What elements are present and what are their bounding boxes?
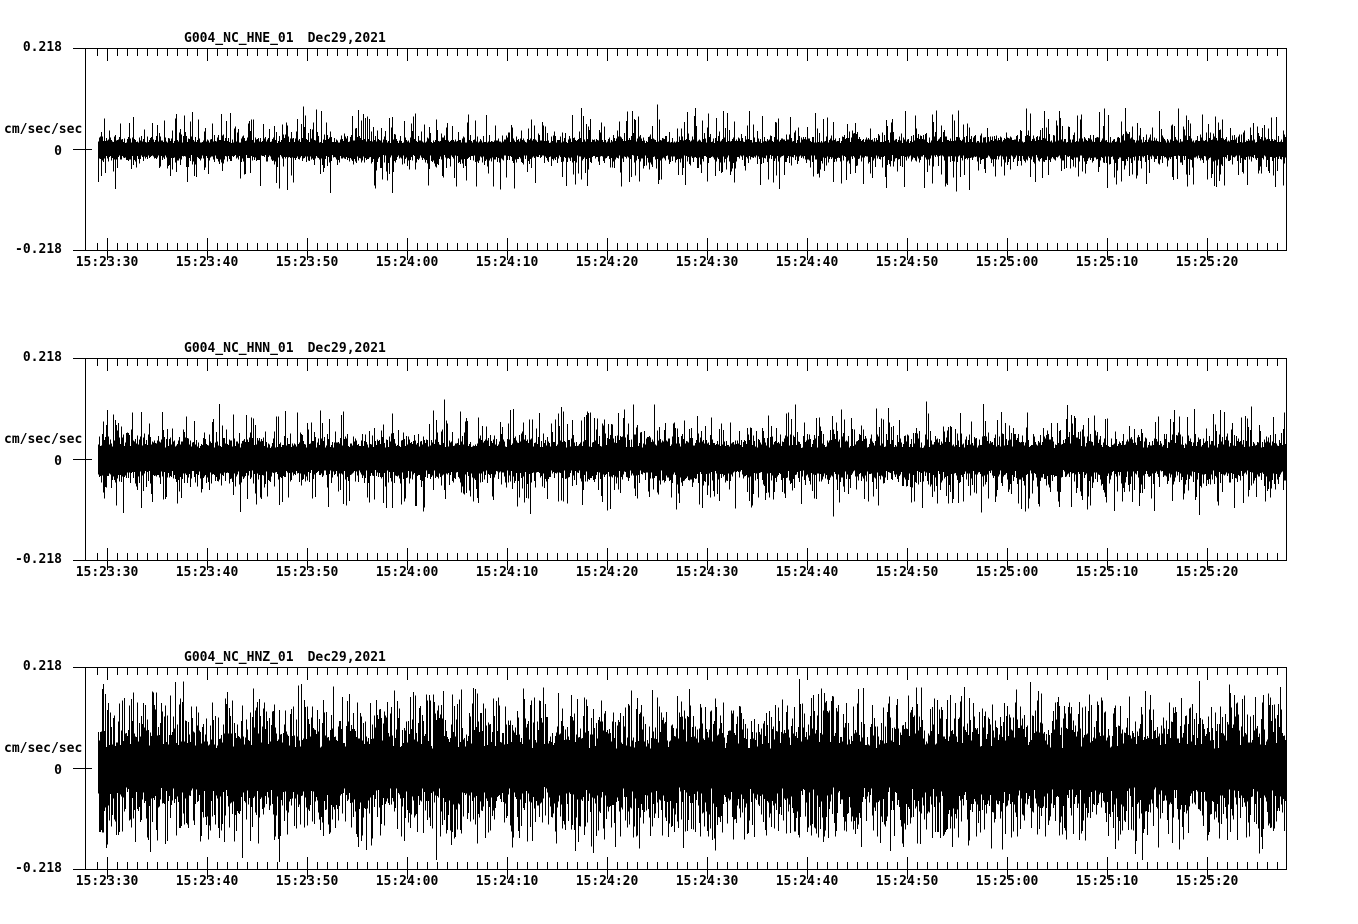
units-label-hnz: cm/sec/sec (4, 741, 83, 756)
time-tick-label-hnn-9: 15:25:00 (975, 565, 1039, 580)
time-tick-label-hnz-2: 15:23:50 (275, 874, 339, 889)
units-label-hnn: cm/sec/sec (4, 432, 83, 447)
amplitude-zero-label-hnn: 0 (54, 454, 62, 469)
units-label-hne: cm/sec/sec (4, 122, 83, 137)
time-tick-label-hne-11: 15:25:20 (1175, 255, 1239, 270)
axis-ticks-hnz (73, 667, 1278, 879)
station-channel-label: G004_NC_HNN_01 (184, 341, 294, 356)
axis-ticks-hne (73, 48, 1278, 260)
time-tick-label-hnn-7: 15:24:40 (775, 565, 839, 580)
time-tick-label-hne-10: 15:25:10 (1075, 255, 1139, 270)
plot-frame-hne (85, 48, 1287, 251)
time-tick-label-hnn-6: 15:24:30 (675, 565, 739, 580)
plot-frame-hnn (85, 358, 1287, 561)
station-channel-label: G004_NC_HNZ_01 (184, 650, 294, 665)
waveform-trace-hnz (98, 679, 1287, 862)
time-tick-label-hne-9: 15:25:00 (975, 255, 1039, 270)
time-tick-label-hne-3: 15:24:00 (375, 255, 439, 270)
time-tick-label-hnn-0: 15:23:30 (75, 565, 139, 580)
time-tick-label-hnz-11: 15:25:20 (1175, 874, 1239, 889)
station-channel-label: G004_NC_HNE_01 (184, 31, 294, 46)
time-tick-label-hne-5: 15:24:20 (575, 255, 639, 270)
time-tick-label-hnn-1: 15:23:40 (175, 565, 239, 580)
time-tick-label-hnz-0: 15:23:30 (75, 874, 139, 889)
time-tick-label-hne-7: 15:24:40 (775, 255, 839, 270)
time-tick-label-hnn-4: 15:24:10 (475, 565, 539, 580)
time-tick-label-hne-2: 15:23:50 (275, 255, 339, 270)
time-tick-label-hnz-8: 15:24:50 (875, 874, 939, 889)
amplitude-min-label-hnz: -0.218 (15, 861, 62, 876)
amplitude-zero-label-hnz: 0 (54, 763, 62, 778)
time-tick-label-hnz-9: 15:25:00 (975, 874, 1039, 889)
date-label: Dec29,2021 (307, 31, 386, 46)
panel-title-hnz: G004_NC_HNZ_01 Dec29,2021 (184, 651, 386, 664)
time-tick-label-hne-8: 15:24:50 (875, 255, 939, 270)
amplitude-max-label-hnn: 0.218 (22, 350, 62, 365)
panel-title-hne: G004_NC_HNE_01 Dec29,2021 (184, 32, 386, 45)
time-tick-label-hne-0: 15:23:30 (75, 255, 139, 270)
time-tick-label-hne-6: 15:24:30 (675, 255, 739, 270)
plot-frame-hnz (85, 667, 1287, 870)
time-tick-label-hnn-5: 15:24:20 (575, 565, 639, 580)
time-tick-label-hnn-10: 15:25:10 (1075, 565, 1139, 580)
date-label: Dec29,2021 (307, 341, 386, 356)
date-label: Dec29,2021 (307, 650, 386, 665)
time-tick-label-hnn-3: 15:24:00 (375, 565, 439, 580)
time-tick-label-hnn-2: 15:23:50 (275, 565, 339, 580)
time-tick-label-hne-4: 15:24:10 (475, 255, 539, 270)
axis-ticks-hnn (73, 358, 1278, 570)
time-tick-label-hnz-7: 15:24:40 (775, 874, 839, 889)
panel-title-hnn: G004_NC_HNN_01 Dec29,2021 (184, 342, 386, 355)
amplitude-min-label-hne: -0.218 (15, 242, 62, 257)
amplitude-max-label-hnz: 0.218 (22, 659, 62, 674)
time-tick-label-hnz-4: 15:24:10 (475, 874, 539, 889)
amplitude-zero-label-hne: 0 (54, 144, 62, 159)
time-tick-label-hne-1: 15:23:40 (175, 255, 239, 270)
time-tick-label-hnn-8: 15:24:50 (875, 565, 939, 580)
waveform-trace-hnn (98, 399, 1287, 517)
time-tick-label-hnz-6: 15:24:30 (675, 874, 739, 889)
time-tick-label-hnz-1: 15:23:40 (175, 874, 239, 889)
time-tick-label-hnz-3: 15:24:00 (375, 874, 439, 889)
time-tick-label-hnn-11: 15:25:20 (1175, 565, 1239, 580)
waveform-trace-hne (98, 104, 1287, 194)
amplitude-max-label-hne: 0.218 (22, 40, 62, 55)
time-tick-label-hnz-10: 15:25:10 (1075, 874, 1139, 889)
time-tick-label-hnz-5: 15:24:20 (575, 874, 639, 889)
amplitude-min-label-hnn: -0.218 (15, 552, 62, 567)
